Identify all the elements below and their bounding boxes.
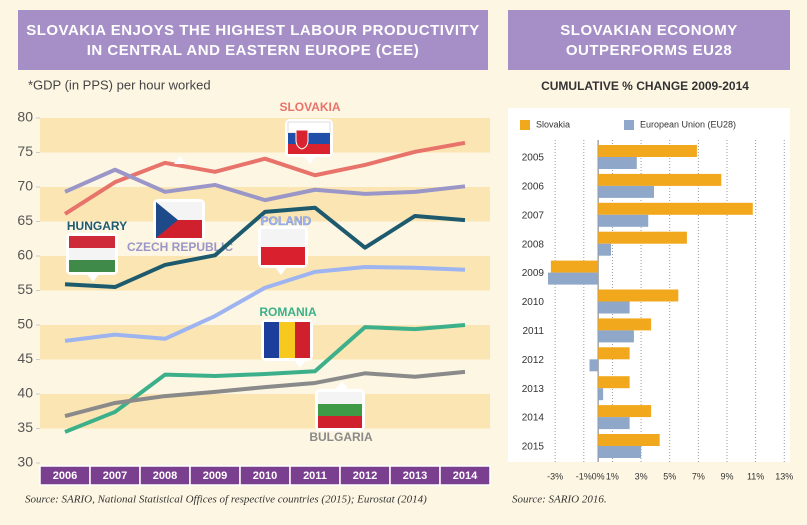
right-title: OUTPERFORMS EU28 [566, 42, 732, 59]
series-label: SLOVAKIA [279, 100, 340, 114]
bar [598, 434, 660, 446]
flag-czech [153, 156, 205, 241]
series-label: ROMANIA [259, 305, 317, 319]
y-tick-label: 2013 [522, 384, 545, 395]
bar [598, 347, 630, 360]
x-tick-label: 9% [720, 471, 733, 481]
y-tick-label: 2006 [522, 182, 545, 193]
bar [598, 243, 612, 256]
bar [598, 330, 634, 343]
bar [598, 214, 649, 227]
y-tick-label: 30 [17, 454, 33, 470]
right-title: SLOVAKIAN ECONOMY [560, 22, 737, 39]
x-tick-label: 3% [635, 471, 648, 481]
flag-romania [261, 319, 313, 368]
x-tick-label: 2007 [103, 470, 127, 482]
series-line [64, 265, 466, 343]
bar [598, 405, 652, 418]
series-line [64, 167, 466, 203]
series-label: CZECH REPUBLIC [127, 240, 233, 254]
x-tick-label: 2010 [253, 470, 277, 482]
y-tick-label: 55 [17, 281, 33, 297]
bar [598, 185, 654, 198]
flags [66, 119, 365, 431]
year-box [439, 465, 491, 486]
series-label: BULGARIA [309, 430, 373, 444]
bar [598, 417, 630, 430]
x-tick-label: 2013 [403, 470, 427, 482]
band [40, 394, 490, 429]
legend-label: European Union (EU28) [640, 119, 736, 129]
x-tick-label: 11% [747, 471, 764, 481]
x-tick-label: 1% [606, 471, 619, 481]
bar [598, 173, 722, 186]
y-tick-label: 60 [17, 247, 33, 263]
bar [598, 145, 697, 157]
flag-poland [258, 226, 308, 275]
bar [598, 318, 652, 331]
y-tick-label: 40 [17, 385, 33, 401]
y-tick-label: 2010 [522, 297, 545, 308]
legend-label: Slovakia [536, 119, 570, 129]
x-tick-label: 5% [663, 471, 676, 481]
flag-hungary [66, 233, 118, 282]
bar [598, 157, 637, 169]
y-tick-label: 2014 [522, 413, 545, 424]
x-tick-label: -3% [547, 471, 563, 481]
x-tick-label: 2012 [353, 470, 377, 482]
note: *GDP (in PPS) per hour worked [28, 77, 211, 92]
y-tick-label: 50 [17, 316, 33, 332]
y-tick-label: 70 [17, 178, 33, 194]
y-tick-label: 35 [17, 419, 33, 435]
series-line [64, 369, 466, 419]
bar [598, 301, 630, 314]
y-tick-label: 65 [17, 212, 33, 228]
right-header [508, 10, 790, 70]
left-title: IN CENTRAL AND EASTERN EUROPE (CEE) [87, 42, 420, 59]
flag-slovakia [285, 119, 333, 164]
y-tick-label: 2008 [522, 239, 545, 250]
y-tick-label: 75 [17, 143, 33, 159]
bar [598, 202, 753, 215]
bar [589, 359, 599, 372]
x-tick-label: -1% [576, 471, 592, 481]
bar [550, 260, 599, 273]
y-tick-label: 2012 [522, 355, 545, 366]
y-tick-label: 2007 [522, 210, 545, 221]
y-tick-label: 2005 [522, 153, 545, 164]
x-tick-label: 2006 [53, 470, 77, 482]
y-tick-label: 2009 [522, 268, 545, 279]
y-tick-label: 2015 [522, 442, 545, 453]
bar [548, 272, 599, 285]
y-tick-label: 45 [17, 350, 33, 366]
series-label: HUNGARY [67, 219, 127, 233]
y-tick-label: 80 [17, 109, 33, 125]
x-tick-label: 2011 [303, 470, 327, 482]
x-tick-label: 13% [775, 471, 793, 481]
source: Source: SARIO, National Statistical Offi… [25, 494, 427, 506]
series-line [64, 205, 466, 290]
series-label: POLAND [261, 214, 312, 228]
source: Source: SARIO 2016. [512, 494, 607, 506]
x-tick-label: 2009 [203, 470, 227, 482]
x-tick-label: 7% [692, 471, 705, 481]
legend-swatch [624, 120, 634, 130]
x-tick-label: 2008 [153, 470, 177, 482]
left-header [18, 10, 488, 70]
flag-bulgaria [315, 381, 365, 431]
left-title: SLOVAKIA ENJOYS THE HIGHEST LABOUR PRODU… [26, 22, 480, 39]
bar [598, 388, 604, 401]
bar [598, 231, 687, 244]
x-tick-label: 2014 [453, 470, 478, 482]
bar [598, 446, 642, 458]
legend-swatch [520, 120, 530, 130]
bar [598, 289, 679, 302]
band [40, 118, 490, 153]
subtitle: CUMULATIVE % CHANGE 2009-2014 [541, 79, 749, 93]
y-tick-label: 2011 [522, 326, 544, 337]
bar [598, 376, 630, 389]
x-tick-label: 0% [592, 471, 605, 481]
